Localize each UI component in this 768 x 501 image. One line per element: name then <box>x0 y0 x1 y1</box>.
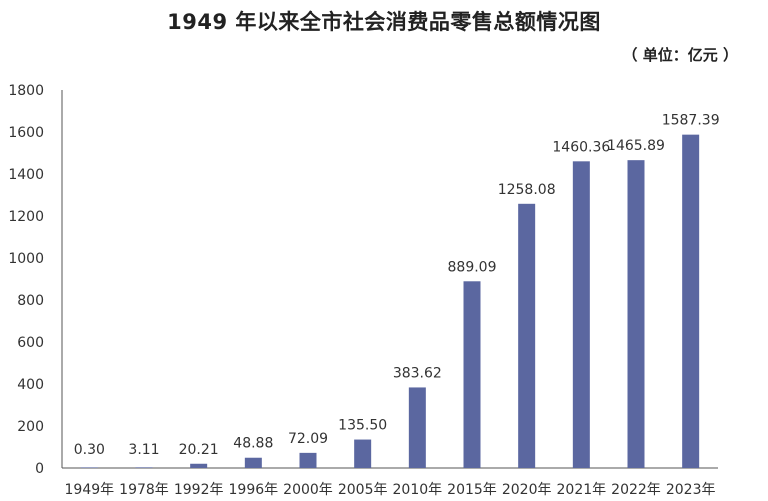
bar <box>518 203 536 468</box>
chart-unit-subtitle: （ 单位：亿元 ） <box>622 46 738 64</box>
data-label: 889.09 <box>448 259 497 275</box>
bar <box>299 452 317 468</box>
bar <box>135 467 153 468</box>
chart-title: 1949 年以来全市社会消费品零售总额情况图 <box>167 10 601 34</box>
y-tick-label: 0 <box>35 461 44 477</box>
y-tick-label: 1400 <box>8 167 44 183</box>
x-tick-label: 2021年 <box>557 482 607 498</box>
bar <box>408 387 426 468</box>
data-label: 0.30 <box>74 442 105 458</box>
data-label: 1460.36 <box>552 139 610 155</box>
y-tick-label: 1600 <box>8 125 44 141</box>
x-tick-label: 2022年 <box>611 482 661 498</box>
bar <box>354 439 372 468</box>
x-tick-label: 1996年 <box>229 482 279 498</box>
y-tick-label: 600 <box>17 335 44 351</box>
y-tick-label: 1800 <box>8 83 44 99</box>
data-label: 20.21 <box>179 442 219 458</box>
bar <box>80 467 98 468</box>
y-tick-label: 800 <box>17 293 44 309</box>
y-tick-label: 400 <box>17 377 44 393</box>
data-label: 1587.39 <box>662 113 720 129</box>
bar <box>463 281 481 468</box>
bar <box>244 457 262 468</box>
x-tick-label: 2023年 <box>666 482 716 498</box>
data-label: 1258.08 <box>498 182 556 198</box>
data-label: 1465.89 <box>607 138 665 154</box>
data-label: 72.09 <box>288 431 328 447</box>
x-tick-label: 1949年 <box>65 482 115 498</box>
x-tick-label: 2015年 <box>447 482 497 498</box>
bar <box>572 161 590 468</box>
x-tick-label: 2005年 <box>338 482 388 498</box>
data-label: 383.62 <box>393 365 442 381</box>
data-label: 135.50 <box>338 418 387 434</box>
y-tick-label: 1200 <box>8 209 44 225</box>
bar <box>682 134 700 468</box>
y-tick-label: 200 <box>17 419 44 435</box>
bar <box>627 160 645 469</box>
x-tick-label: 1992年 <box>174 482 224 498</box>
data-label: 48.88 <box>233 436 273 452</box>
x-tick-label: 1978年 <box>119 482 169 498</box>
x-tick-label: 2020年 <box>502 482 552 498</box>
y-tick-label: 1000 <box>8 251 44 267</box>
x-tick-label: 2010年 <box>393 482 443 498</box>
x-tick-label: 2000年 <box>283 482 333 498</box>
data-label: 3.11 <box>128 442 159 458</box>
bar <box>190 463 208 468</box>
